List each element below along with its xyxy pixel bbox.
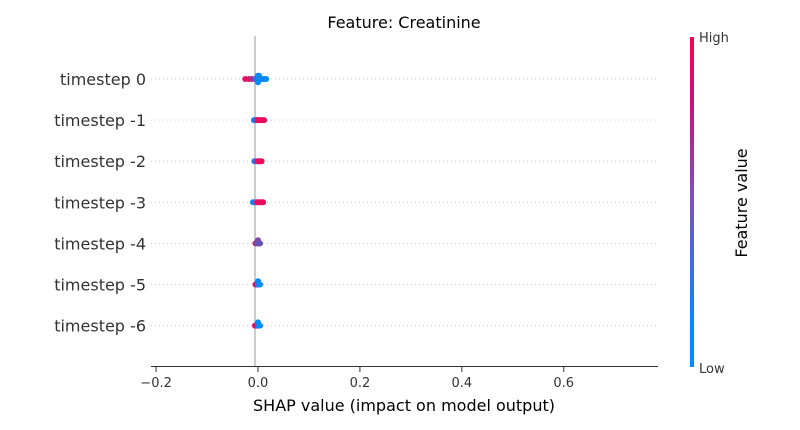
colorbar-high-label: High xyxy=(699,31,729,46)
x-axis-ticks: −0.2 0.0 0.2 0.4 0.6 xyxy=(140,367,574,391)
row-label: timestep -1 xyxy=(54,111,146,130)
row-label: timestep -4 xyxy=(54,234,146,253)
shap-point xyxy=(257,240,264,247)
x-axis-label: SHAP value (impact on model output) xyxy=(253,396,555,415)
row-guides xyxy=(151,78,658,327)
row-label: timestep -5 xyxy=(54,276,146,295)
shap-point xyxy=(257,281,264,288)
row-label: timestep -3 xyxy=(54,193,146,212)
chart-title: Feature: Creatinine xyxy=(327,13,480,32)
colorbar-low-label: Low xyxy=(699,362,725,377)
shap-point xyxy=(258,158,265,165)
row-label: timestep -6 xyxy=(54,317,146,336)
row-label: timestep -2 xyxy=(54,152,146,171)
row-labels: timestep 0 timestep -1 timestep -2 timestep… xyxy=(54,70,146,336)
x-tick-label: 0.2 xyxy=(350,376,371,391)
row-label: timestep 0 xyxy=(60,70,146,89)
x-tick-label: 0.4 xyxy=(451,376,472,391)
shap-point xyxy=(261,117,268,124)
colorbar xyxy=(690,37,694,367)
data-points xyxy=(242,72,270,329)
x-tick-label: 0.6 xyxy=(553,376,574,391)
shap-point xyxy=(260,199,267,206)
colorbar-title: Feature value xyxy=(732,148,751,257)
shap-point xyxy=(263,76,270,82)
x-tick-label: −0.2 xyxy=(140,376,172,391)
shap-point xyxy=(257,322,264,329)
x-tick-label: 0.0 xyxy=(248,376,269,391)
